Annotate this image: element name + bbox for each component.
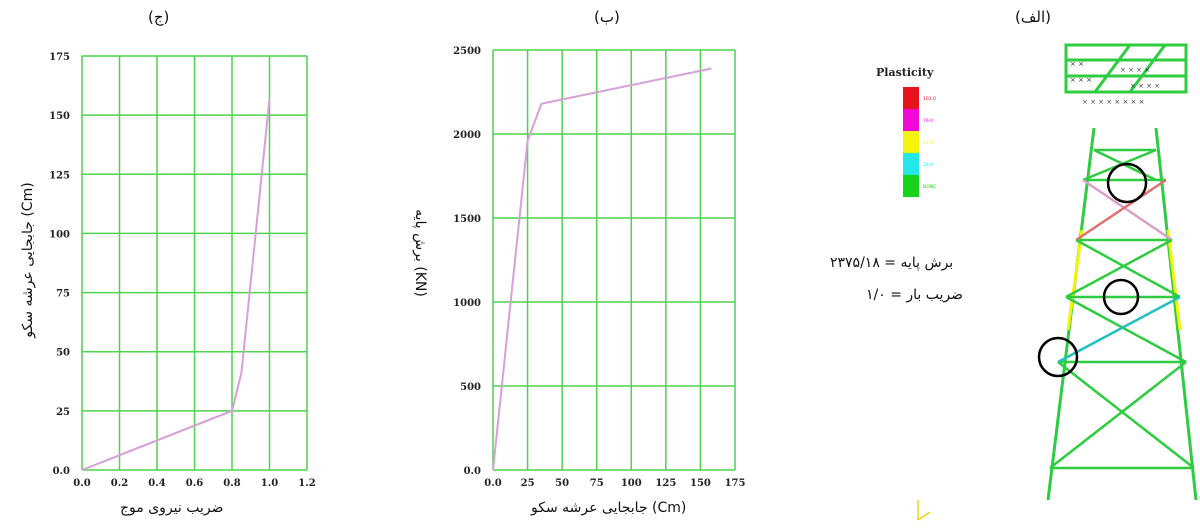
x-tick-label: 0.6	[186, 478, 203, 489]
legend-swatch	[903, 175, 919, 197]
chart-title-middle: (ب)	[594, 8, 620, 26]
x-tick-label: 0.8	[223, 478, 240, 489]
y-tick-label: 1500	[453, 214, 481, 225]
chart-xlabel-middle: جابجایی عرشه سکو (Cm)	[531, 500, 687, 516]
legend-label: 51.0	[923, 140, 933, 146]
legend-swatch	[903, 109, 919, 131]
axis-triad-icon	[917, 500, 931, 521]
legend-swatch	[903, 131, 919, 153]
legend-label: 76.0	[923, 118, 933, 124]
y-tick-label: 175	[49, 52, 70, 63]
svg-text:× ×: × ×	[1070, 60, 1084, 68]
chart-xlabel-right: ضریب نیروی موج	[120, 500, 224, 516]
jacket-braces	[1049, 148, 1195, 469]
load-factor-note: ضریب بار = ۱/۰	[866, 287, 964, 303]
x-tick-label: 0.2	[111, 478, 128, 489]
x-tick-label: 75	[590, 478, 604, 489]
x-tick-label: 50	[555, 478, 569, 489]
legend-label: NONE	[923, 184, 936, 190]
y-tick-label: 500	[460, 382, 481, 393]
base-shear-note: برش پایه = ۲۳۷۵/۱۸	[830, 255, 954, 271]
x-tick-label: 125	[655, 478, 676, 489]
legend-label: 101.0	[923, 96, 936, 102]
y-tick-label: 125	[49, 170, 70, 181]
svg-text:× × × ×: × × × ×	[1120, 66, 1150, 74]
legend-swatch	[903, 153, 919, 175]
y-tick-label: 75	[56, 289, 70, 300]
plasticity-legend: 101.0 76.0 51.0 26.0 NONE	[903, 87, 936, 197]
y-tick-label: 2500	[453, 46, 481, 57]
series-line	[492, 67, 712, 471]
series-line	[81, 98, 271, 471]
deck-hinge-marks: × × × × × × × × × × × × × × × × × × × × ×	[1070, 60, 1160, 106]
jacket-legs	[1046, 127, 1198, 501]
x-tick-label: 150	[690, 478, 711, 489]
x-tick-label: 0.0	[73, 478, 90, 489]
y-tick-label: 150	[49, 111, 70, 122]
x-tick-label: 0.4	[148, 478, 165, 489]
legend-label: 26.0	[923, 162, 933, 168]
platform-deck	[1064, 43, 1188, 94]
legend-swatch	[903, 87, 919, 109]
y-tick-label: 0.0	[53, 466, 70, 477]
y-tick-label: 1000	[453, 298, 481, 309]
y-tick-label: 2000	[453, 130, 481, 141]
x-tick-label: 1.0	[261, 478, 278, 489]
chart-middle-plot: 0.0 25 50 75 100 125 150 175 0.0 500 1000 1500 2000 2…	[453, 46, 746, 489]
chart-title-right: (ج)	[148, 8, 170, 26]
x-tick-label: 0.0	[484, 478, 501, 489]
svg-text:× × ×: × × ×	[1070, 76, 1092, 84]
y-tick-label: 50	[56, 348, 70, 359]
plastic-hinge-circles	[1037, 162, 1148, 378]
svg-text:× × × ×: × × × ×	[1130, 82, 1160, 90]
x-tick-label: 175	[725, 478, 746, 489]
x-tick-label: 1.2	[298, 478, 315, 489]
x-tick-label: 100	[621, 478, 642, 489]
model-panel-title: (الف)	[1015, 8, 1051, 26]
y-tick-label: 0.0	[464, 466, 481, 477]
y-tick-label: 100	[49, 229, 70, 240]
x-tick-label: 25	[521, 478, 535, 489]
chart-right-plot: 0.0 0.2 0.4 0.6 0.8 1.0 1.2 0.0 25 50 75 100 125 150 1…	[49, 52, 316, 489]
svg-text:× × × × × × × ×: × × × × × × × ×	[1082, 98, 1145, 106]
y-tick-label: 25	[56, 407, 70, 418]
plasticity-legend-title: Plasticity	[876, 66, 934, 79]
jacket-horizontals	[1050, 148, 1194, 470]
